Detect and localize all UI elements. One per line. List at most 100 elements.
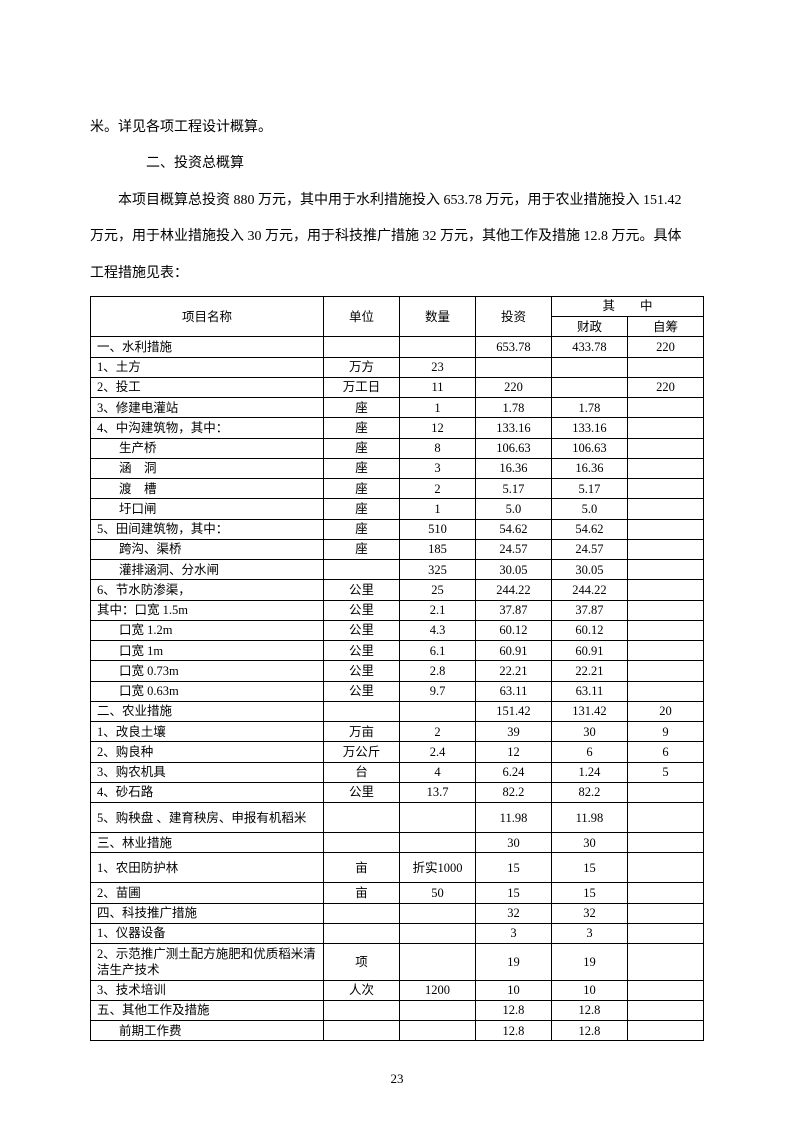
cell-qty: 1200: [400, 980, 476, 1000]
cell-unit: 座: [324, 398, 400, 418]
table-row: 口宽 1m公里6.160.9160.91: [91, 641, 704, 661]
cell-fin: 82.2: [551, 782, 627, 802]
cell-qty: 2: [400, 722, 476, 742]
cell-qty: 3: [400, 458, 476, 478]
cell-name: 2、投工: [91, 377, 324, 397]
cell-unit: 公里: [324, 641, 400, 661]
cell-name: 3、技术培训: [91, 980, 324, 1000]
cell-self: [627, 560, 703, 580]
cell-qty: 23: [400, 357, 476, 377]
col-qizhong: 其 中: [551, 296, 703, 316]
table-row: 5、田间建筑物，其中：座51054.6254.62: [91, 519, 704, 539]
cell-inv: 1.78: [476, 398, 552, 418]
cell-fin: 30: [551, 833, 627, 853]
cell-self: [627, 438, 703, 458]
cell-fin: 30: [551, 722, 627, 742]
cell-self: [627, 620, 703, 640]
cell-unit: 万亩: [324, 722, 400, 742]
table-row: 二、农业措施151.42131.4220: [91, 701, 704, 721]
table-row: 其中：口宽 1.5m公里2.137.8737.87: [91, 600, 704, 620]
table-row: 3、技术培训人次12001010: [91, 980, 704, 1000]
cell-self: [627, 661, 703, 681]
cell-inv: 19: [476, 944, 552, 981]
cell-unit: 公里: [324, 681, 400, 701]
cell-unit: [324, 701, 400, 721]
cell-unit: [324, 1021, 400, 1041]
cell-fin: 22.21: [551, 661, 627, 681]
cell-name: 3、修建电灌站: [91, 398, 324, 418]
cell-unit: 项: [324, 944, 400, 981]
cell-inv: 82.2: [476, 782, 552, 802]
cell-self: [627, 458, 703, 478]
cell-qty: 2.8: [400, 661, 476, 681]
cell-self: [627, 641, 703, 661]
cell-unit: 公里: [324, 580, 400, 600]
cell-name: 1、改良土壤: [91, 722, 324, 742]
cell-qty: [400, 903, 476, 923]
table-row: 6、节水防渗渠，公里25244.22244.22: [91, 580, 704, 600]
cell-inv: 244.22: [476, 580, 552, 600]
cell-fin: 16.36: [551, 458, 627, 478]
cell-self: [627, 499, 703, 519]
cell-qty: 8: [400, 438, 476, 458]
cell-fin: 6: [551, 742, 627, 762]
col-finance: 财政: [551, 317, 627, 337]
col-unit: 单位: [324, 296, 400, 337]
table-row: 三、林业措施3030: [91, 833, 704, 853]
cell-name: 2、苗圃: [91, 883, 324, 903]
cell-inv: 3: [476, 923, 552, 943]
cell-qty: 2.4: [400, 742, 476, 762]
cell-unit: 座: [324, 499, 400, 519]
cell-inv: 32: [476, 903, 552, 923]
table-row: 1、仪器设备33: [91, 923, 704, 943]
cell-qty: 25: [400, 580, 476, 600]
cell-name: 四、科技推广措施: [91, 903, 324, 923]
cell-self: [627, 681, 703, 701]
cell-qty: 185: [400, 539, 476, 559]
cell-self: 6: [627, 742, 703, 762]
cell-unit: 台: [324, 762, 400, 782]
cell-qty: [400, 833, 476, 853]
cell-inv: 6.24: [476, 762, 552, 782]
cell-qty: 1: [400, 398, 476, 418]
cell-inv: 5.0: [476, 499, 552, 519]
cell-inv: 653.78: [476, 337, 552, 357]
cell-fin: 11.98: [551, 803, 627, 833]
cell-inv: 39: [476, 722, 552, 742]
cell-fin: 12.8: [551, 1021, 627, 1041]
cell-unit: 座: [324, 519, 400, 539]
cell-self: [627, 1021, 703, 1041]
cell-name: 涵 洞: [91, 458, 324, 478]
cell-inv: 16.36: [476, 458, 552, 478]
cell-name: 五、其他工作及措施: [91, 1000, 324, 1020]
cell-self: 20: [627, 701, 703, 721]
cell-self: [627, 398, 703, 418]
table-row: 生产桥座8106.63106.63: [91, 438, 704, 458]
table-row: 口宽 1.2m公里4.360.1260.12: [91, 620, 704, 640]
cell-unit: 座: [324, 418, 400, 438]
table-row: 四、科技推广措施3232: [91, 903, 704, 923]
cell-self: [627, 539, 703, 559]
cell-name: 3、购农机具: [91, 762, 324, 782]
cell-unit: 公里: [324, 620, 400, 640]
cell-fin: 15: [551, 883, 627, 903]
cell-inv: 12: [476, 742, 552, 762]
table-row: 口宽 0.63m公里9.763.1163.11: [91, 681, 704, 701]
cell-self: [627, 944, 703, 981]
cell-self: [627, 923, 703, 943]
cell-inv: 22.21: [476, 661, 552, 681]
body-text-1: 本项目概算总投资 880 万元，其中用于水利措施投入 653.78 万元，用于农…: [90, 183, 704, 219]
cell-fin: 12.8: [551, 1000, 627, 1020]
table-row: 渡 槽座25.175.17: [91, 479, 704, 499]
cell-unit: 座: [324, 479, 400, 499]
table-row: 2、购良种万公斤2.41266: [91, 742, 704, 762]
table-row: 1、土方万方23: [91, 357, 704, 377]
col-name: 项目名称: [91, 296, 324, 337]
cell-inv: 12.8: [476, 1000, 552, 1020]
cell-name: 口宽 0.73m: [91, 661, 324, 681]
cell-qty: [400, 923, 476, 943]
cell-name: 口宽 1m: [91, 641, 324, 661]
cell-unit: 公里: [324, 600, 400, 620]
cell-fin: 3: [551, 923, 627, 943]
cell-name: 2、示范推广测土配方施肥和优质稻米清洁生产技术: [91, 944, 324, 981]
